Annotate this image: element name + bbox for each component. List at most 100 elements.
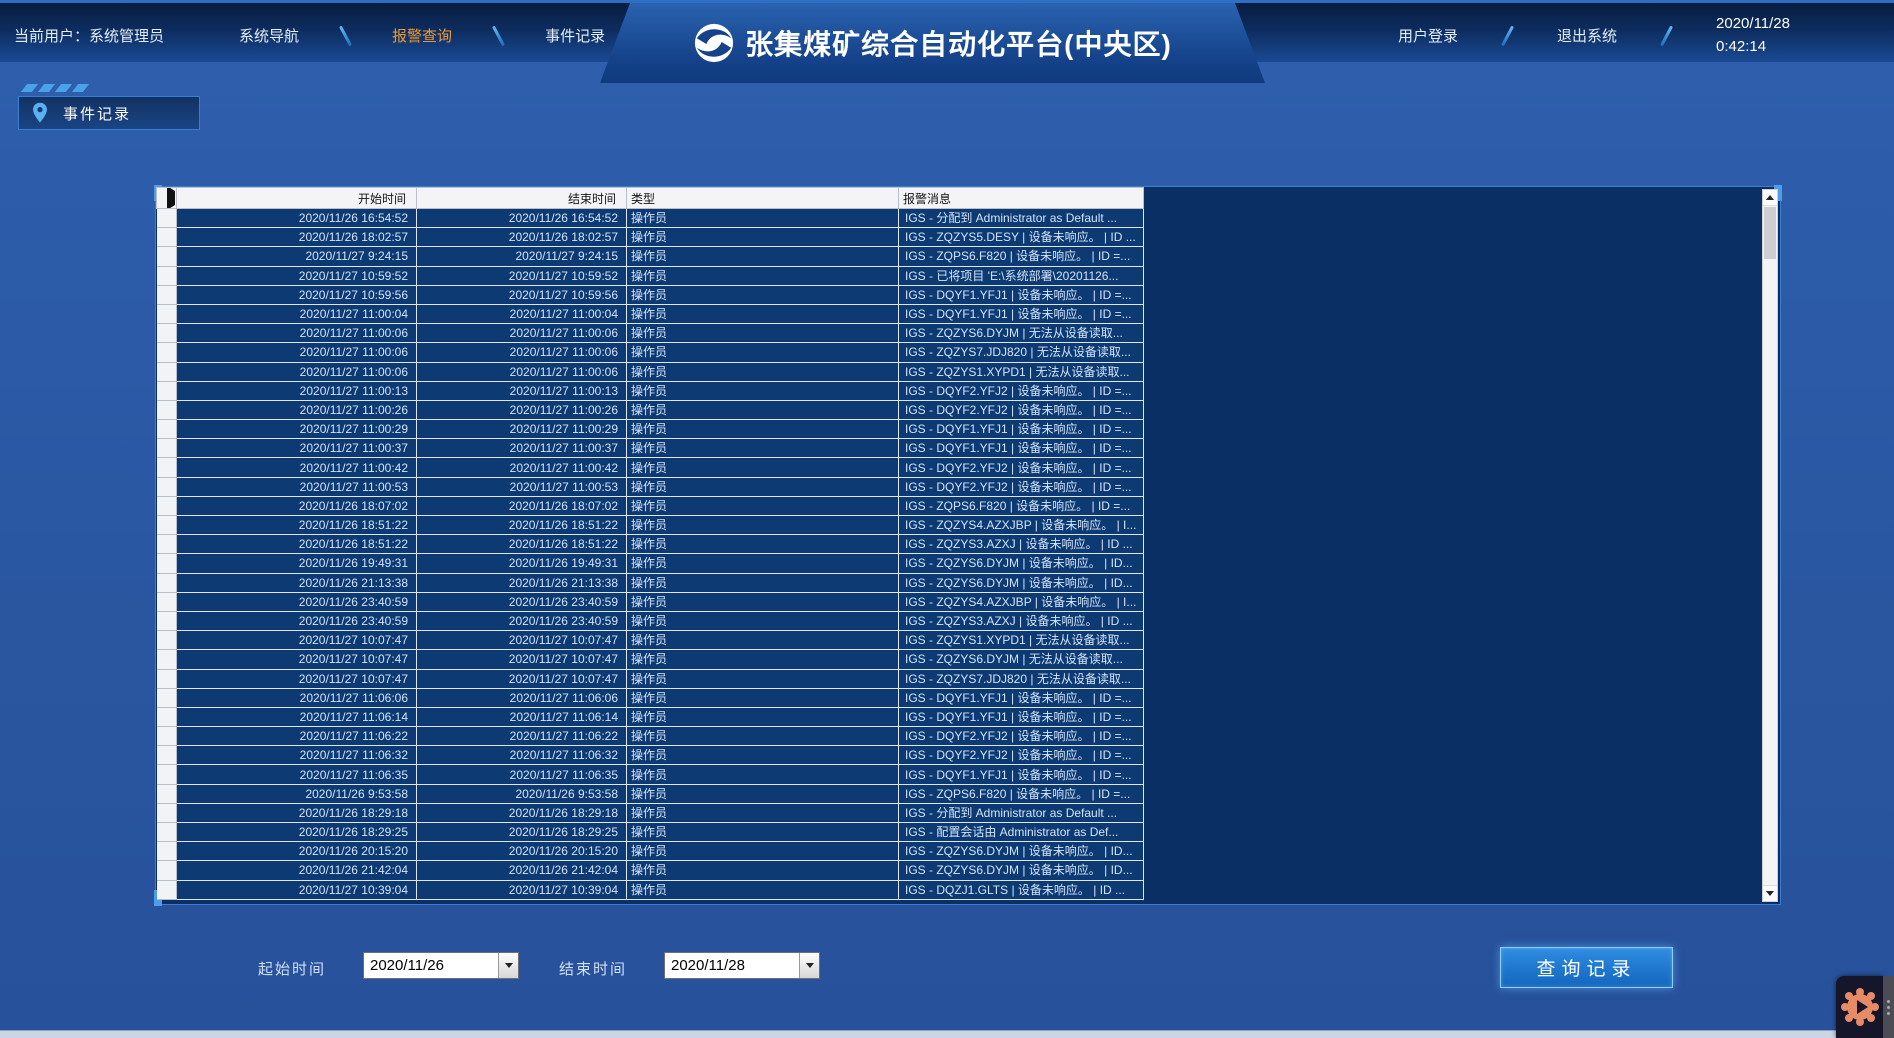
table-row[interactable]: 2020/11/27 10:59:56 2020/11/27 10:59:56 操作… — [156, 285, 1144, 305]
table-row[interactable]: 2020/11/26 18:29:25 2020/11/26 18:29:25 操作… — [156, 822, 1144, 843]
row-selector-cell[interactable] — [156, 745, 177, 766]
table-row[interactable]: 2020/11/27 9:24:15 2020/11/27 9:24:15 操作员 I… — [156, 246, 1144, 267]
start-date-select[interactable]: 2020/11/26 — [363, 952, 519, 979]
row-selector-cell[interactable] — [156, 880, 177, 900]
row-selector-cell[interactable] — [156, 860, 177, 881]
row-selector-cell[interactable] — [156, 822, 177, 843]
row-selector-cell[interactable] — [156, 841, 177, 862]
row-selector-cell[interactable] — [156, 707, 177, 728]
header-datetime: 2020/11/28 0:42:14 — [1716, 13, 1790, 58]
table-row[interactable]: 2020/11/26 21:42:04 2020/11/26 21:42:04 操作… — [156, 860, 1144, 881]
table-row[interactable]: 2020/11/27 11:06:22 2020/11/27 11:06:22 操作… — [156, 726, 1144, 747]
row-selector-cell[interactable] — [156, 726, 177, 747]
row-selector-cell[interactable] — [156, 515, 177, 536]
table-row[interactable]: 2020/11/27 10:59:52 2020/11/27 10:59:52 操作… — [156, 266, 1144, 286]
table-row[interactable]: 2020/11/26 9:53:58 2020/11/26 9:53:58 操作员 I… — [156, 784, 1144, 804]
row-selector-cell[interactable] — [156, 246, 177, 267]
row-selector-cell[interactable] — [156, 592, 177, 612]
table-row[interactable]: 2020/11/26 18:02:57 2020/11/26 18:02:57 操作… — [156, 227, 1144, 248]
row-selector-cell[interactable] — [156, 688, 177, 708]
row-selector-cell[interactable] — [156, 227, 177, 248]
table-row[interactable]: 2020/11/26 23:40:59 2020/11/26 23:40:59 操作… — [156, 611, 1144, 632]
row-selector-cell[interactable] — [156, 573, 177, 593]
row-selector-cell[interactable] — [156, 803, 177, 824]
row-selector-cell[interactable] — [156, 496, 177, 517]
end-time-cell: 2020/11/27 10:59:56 — [416, 285, 627, 305]
table-row[interactable]: 2020/11/27 11:00:37 2020/11/27 11:00:37 操作… — [156, 438, 1144, 459]
table-row[interactable]: 2020/11/26 20:15:20 2020/11/26 20:15:20 操作… — [156, 841, 1144, 862]
row-selector-cell[interactable] — [156, 208, 177, 229]
start-time-cell: 2020/11/27 10:59:56 — [176, 285, 417, 305]
table-row[interactable]: 2020/11/26 23:40:59 2020/11/26 23:40:59 操作… — [156, 592, 1144, 612]
row-selector-cell[interactable] — [156, 457, 177, 478]
nav-item-event-records[interactable]: 事件记录 — [545, 28, 606, 45]
table-row[interactable]: 2020/11/27 11:00:29 2020/11/27 11:00:29 操作… — [156, 419, 1144, 440]
table-row[interactable]: 2020/11/27 11:00:04 2020/11/27 11:00:04 操作… — [156, 304, 1144, 325]
row-selector-cell[interactable] — [156, 669, 177, 689]
table-row[interactable]: 2020/11/27 10:07:47 2020/11/27 10:07:47 操作… — [156, 669, 1144, 689]
row-selector-cell[interactable] — [156, 400, 177, 421]
row-selector-cell[interactable] — [156, 285, 177, 305]
row-selector-cell[interactable] — [156, 419, 177, 440]
table-row[interactable]: 2020/11/27 11:00:42 2020/11/27 11:00:42 操作… — [156, 457, 1144, 478]
table-row[interactable]: 2020/11/26 19:49:31 2020/11/26 19:49:31 操作… — [156, 553, 1144, 574]
table-row[interactable]: 2020/11/27 10:39:04 2020/11/27 10:39:04 操作… — [156, 880, 1144, 900]
table-row[interactable]: 2020/11/27 11:00:53 2020/11/27 11:00:53 操作… — [156, 477, 1144, 497]
screen-recorder-widget[interactable] — [1836, 976, 1894, 1038]
row-selector-cell[interactable] — [156, 784, 177, 804]
col-header-type[interactable]: 类型 — [626, 187, 899, 209]
table-row[interactable]: 2020/11/26 21:13:38 2020/11/26 21:13:38 操作… — [156, 573, 1144, 593]
start-time-cell: 2020/11/27 10:39:04 — [176, 880, 417, 900]
table-row[interactable]: 2020/11/27 10:07:47 2020/11/27 10:07:47 操作… — [156, 649, 1144, 670]
table-row[interactable]: 2020/11/27 10:07:47 2020/11/27 10:07:47 操作… — [156, 630, 1144, 651]
col-header-start-time[interactable]: 开始时间 — [176, 187, 417, 209]
row-selector-cell[interactable] — [156, 477, 177, 497]
scroll-up-button[interactable] — [1763, 190, 1777, 206]
col-header-message[interactable]: 报警消息 — [898, 187, 1144, 209]
table-row[interactable]: 2020/11/27 11:06:32 2020/11/27 11:06:32 操作… — [156, 745, 1144, 766]
row-selector-cell[interactable] — [156, 611, 177, 632]
end-date-dropdown-button[interactable] — [799, 953, 819, 978]
table-row[interactable]: 2020/11/27 11:06:14 2020/11/27 11:06:14 操作… — [156, 707, 1144, 728]
table-row[interactable]: 2020/11/27 11:06:35 2020/11/27 11:06:35 操作… — [156, 764, 1144, 785]
table-row[interactable]: 2020/11/27 11:00:06 2020/11/27 11:00:06 操作… — [156, 323, 1144, 344]
recorder-play-icon[interactable] — [1836, 976, 1883, 1038]
row-selector-cell[interactable] — [156, 553, 177, 574]
row-selector-cell[interactable] — [156, 438, 177, 459]
row-selector-cell[interactable] — [156, 304, 177, 325]
table-row[interactable]: 2020/11/27 11:00:06 2020/11/27 11:00:06 操作… — [156, 342, 1144, 363]
row-selector-cell[interactable] — [156, 381, 177, 401]
start-time-cell: 2020/11/26 20:15:20 — [176, 841, 417, 862]
row-selector-cell[interactable] — [156, 534, 177, 555]
table-row[interactable]: 2020/11/26 18:07:02 2020/11/26 18:07:02 操作… — [156, 496, 1144, 517]
table-row[interactable]: 2020/11/27 11:00:06 2020/11/27 11:00:06 操作… — [156, 362, 1144, 382]
table-row[interactable]: 2020/11/26 18:51:22 2020/11/26 18:51:22 操作… — [156, 515, 1144, 536]
table-row[interactable]: 2020/11/26 18:51:22 2020/11/26 18:51:22 操作… — [156, 534, 1144, 555]
row-selector-cell[interactable] — [156, 323, 177, 344]
start-date-dropdown-button[interactable] — [498, 953, 518, 978]
vertical-scrollbar[interactable] — [1762, 189, 1778, 902]
recorder-drag-handle[interactable] — [1883, 976, 1894, 1038]
nav-item-logout[interactable]: 退出系统 — [1557, 28, 1618, 45]
row-selector-cell[interactable] — [156, 362, 177, 382]
scroll-down-button[interactable] — [1763, 885, 1777, 901]
table-row[interactable]: 2020/11/27 11:00:26 2020/11/27 11:00:26 操作… — [156, 400, 1144, 421]
row-selector-cell[interactable] — [156, 266, 177, 286]
nav-item-system-navigation[interactable]: 系统导航 — [239, 28, 300, 45]
row-selector-cell[interactable] — [156, 630, 177, 651]
table-row[interactable]: 2020/11/27 11:06:06 2020/11/27 11:06:06 操作… — [156, 688, 1144, 708]
col-header-end-time[interactable]: 结束时间 — [416, 187, 627, 209]
scrollbar-thumb[interactable] — [1764, 207, 1776, 259]
row-selector-cell[interactable] — [156, 649, 177, 670]
query-records-button[interactable]: 查询记录 — [1500, 947, 1673, 988]
row-selector-cell[interactable] — [156, 764, 177, 785]
end-date-select[interactable]: 2020/11/28 — [664, 952, 820, 979]
row-selector-cell[interactable] — [156, 342, 177, 363]
message-cell: IGS - ZQZYS4.AZXJBP | 设备未响应。 | I... — [898, 515, 1144, 536]
nav-item-user-login[interactable]: 用户登录 — [1398, 28, 1459, 45]
table-row[interactable]: 2020/11/26 16:54:52 2020/11/26 16:54:52 操作… — [156, 208, 1144, 229]
tab-event-records[interactable]: 事件记录 — [18, 96, 200, 130]
table-row[interactable]: 2020/11/27 11:00:13 2020/11/27 11:00:13 操作… — [156, 381, 1144, 401]
table-row[interactable]: 2020/11/26 18:29:18 2020/11/26 18:29:18 操作… — [156, 803, 1144, 824]
nav-item-alarm-query[interactable]: 报警查询 — [392, 28, 453, 45]
